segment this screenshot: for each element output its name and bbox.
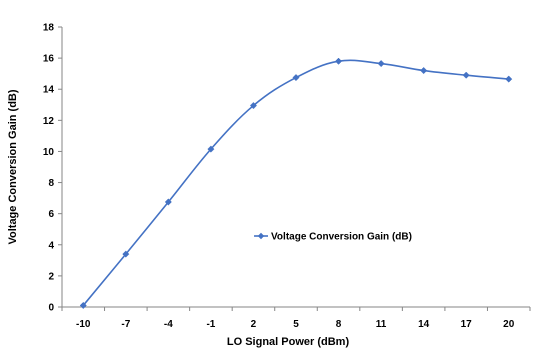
- x-tick-label: -10: [76, 319, 91, 330]
- legend-label: Voltage Conversion Gain (dB): [271, 232, 412, 243]
- axes: [58, 26, 531, 311]
- data-point: [462, 71, 470, 79]
- legend: Voltage Conversion Gain (dB): [254, 232, 412, 243]
- x-tick-label: 5: [293, 319, 299, 330]
- x-tick-label: -7: [121, 319, 130, 330]
- x-tick-label: 11: [376, 319, 387, 330]
- series-line: [82, 59, 509, 306]
- data-point: [334, 57, 343, 65]
- data-point: [377, 60, 385, 68]
- x-tick-label: -1: [206, 319, 215, 330]
- x-tick-label: -4: [164, 319, 173, 330]
- data-point: [79, 301, 87, 309]
- data-point: [122, 250, 130, 258]
- y-axis-title: Voltage Conversion Gain (dB): [7, 89, 19, 244]
- y-tick-label: 18: [43, 23, 55, 34]
- series-layer: [79, 57, 513, 309]
- legend-diamond-marker: [257, 232, 265, 240]
- data-point: [164, 198, 172, 206]
- data-point: [420, 67, 428, 75]
- y-tick-label: 12: [43, 116, 55, 127]
- data-point: [292, 74, 300, 82]
- tick-labels: 0 2 4 6 8 10 12 14 16 18 -10 -7 -4 -1 2 5 8 11 14 17 20: [43, 23, 515, 331]
- x-tick-label: 14: [418, 319, 430, 330]
- y-tick-label: 8: [48, 178, 54, 189]
- data-point: [505, 75, 513, 83]
- y-tick-label: 6: [48, 209, 54, 220]
- y-tick-label: 0: [48, 303, 54, 314]
- y-tick-label: 14: [43, 85, 55, 96]
- x-axis-title: LO Signal Power (dBm): [227, 336, 350, 348]
- x-tick-label: 8: [336, 319, 342, 330]
- y-tick-label: 2: [48, 271, 54, 282]
- data-point: [249, 102, 258, 110]
- data-point: [207, 145, 215, 153]
- x-tick-label: 2: [251, 319, 257, 330]
- y-tick-label: 16: [43, 54, 55, 65]
- x-tick-label: 20: [503, 319, 515, 330]
- y-tick-label: 10: [43, 147, 55, 158]
- x-tick-label: 17: [461, 319, 473, 330]
- y-tick-label: 4: [48, 240, 54, 251]
